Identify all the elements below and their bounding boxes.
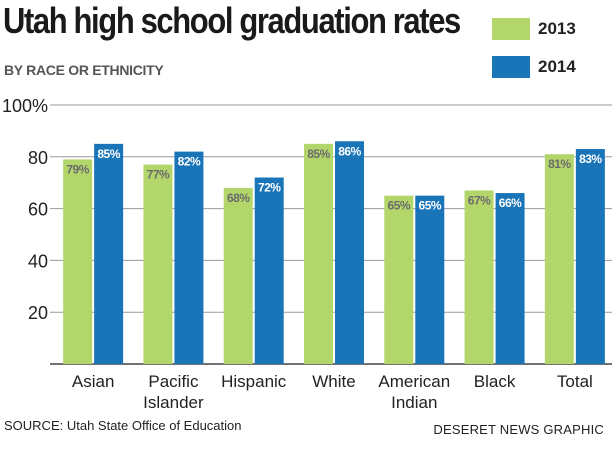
y-tick-label-20: 20: [28, 303, 48, 323]
bar-label-2013-3: 85%: [307, 147, 330, 161]
y-tick-label-40: 40: [28, 251, 48, 271]
graphic-credit: DESERET NEWS GRAPHIC: [433, 422, 604, 437]
bar-2014-5: [495, 193, 525, 364]
x-tick-label-0-0: Asian: [72, 372, 115, 391]
bar-label-2014-5: 66%: [499, 196, 522, 210]
y-tick-label-60: 60: [28, 200, 48, 220]
bar-label-2014-1: 82%: [178, 155, 201, 169]
chart-title: Utah high school graduation rates: [3, 0, 461, 41]
bar-label-2013-2: 68%: [227, 191, 250, 205]
bar-label-2013-5: 67%: [468, 193, 491, 207]
bar-2013-4: [384, 195, 414, 364]
x-tick-label-2-0: Hispanic: [221, 372, 287, 391]
bar-label-2014-4: 65%: [419, 199, 442, 213]
bar-label-2014-3: 86%: [338, 144, 361, 158]
bar-label-2014-6: 83%: [579, 152, 602, 166]
legend-item-2013: 2013: [492, 18, 576, 40]
bar-2014-1: [174, 151, 204, 364]
bar-2013-0: [63, 159, 93, 364]
y-tick-label-100: 100%: [2, 96, 48, 116]
legend-label-2013: 2013: [538, 19, 576, 38]
bar-2014-3: [335, 141, 364, 364]
bar-2013-1: [143, 164, 173, 364]
x-tick-label-4-0: American: [378, 372, 450, 391]
bar-label-2013-0: 79%: [66, 162, 89, 176]
y-tick-label-80: 80: [28, 148, 48, 168]
bar-2014-2: [254, 177, 284, 364]
bar-2013-5: [464, 190, 494, 364]
bar-2014-6: [575, 149, 605, 364]
bar-2013-2: [223, 187, 253, 364]
legend-item-2014: 2014: [492, 56, 576, 78]
legend-swatch-2014: [492, 56, 530, 78]
bar-label-2013-1: 77%: [147, 168, 170, 182]
bar-label-2014-0: 85%: [97, 147, 120, 161]
bar-label-2013-6: 81%: [548, 157, 571, 171]
x-tick-label-1-0: Pacific: [148, 372, 199, 391]
x-tick-label-6-0: Total: [557, 372, 593, 391]
x-tick-label-1-1: Islander: [143, 393, 204, 412]
legend-label-2014: 2014: [538, 57, 576, 76]
bar-2014-4: [415, 195, 445, 364]
legend-swatch-2013: [492, 18, 530, 40]
x-tick-label-4-1: Indian: [391, 393, 437, 412]
source-note: SOURCE: Utah State Office of Education: [4, 418, 242, 433]
bar-label-2014-2: 72%: [258, 181, 281, 195]
chart-subtitle: BY RACE OR ETHNICITY: [4, 62, 164, 78]
bar-2013-6: [544, 154, 574, 364]
x-tick-label-5-0: Black: [474, 372, 516, 391]
bar-2013-3: [304, 143, 333, 364]
bar-2014-0: [94, 143, 124, 364]
x-tick-label-3-0: White: [312, 372, 355, 391]
bar-label-2013-4: 65%: [388, 199, 411, 213]
